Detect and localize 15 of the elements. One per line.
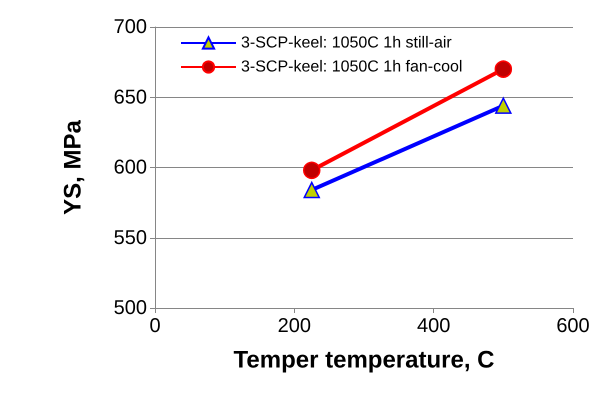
x-tick-label: 600: [556, 315, 590, 337]
x-axis-title: Temper temperature, C: [234, 346, 494, 374]
y-tick-label: 650: [114, 86, 147, 108]
legend-label: 3-SCP-keel: 1050C 1h fan-cool: [241, 58, 462, 76]
legend-label: 3-SCP-keel: 1050C 1h still-air: [241, 34, 452, 52]
y-tick-label: 500: [114, 297, 147, 319]
x-tick-label: 0: [149, 315, 161, 337]
point: [494, 60, 512, 78]
point: [303, 162, 320, 180]
y-tick-label: 600: [114, 156, 147, 178]
y-tick-label: 550: [114, 226, 147, 249]
x-tick-label: 200: [278, 315, 312, 337]
y-axis-title: YS, MPa: [60, 120, 86, 215]
x-tick-label: 400: [416, 315, 450, 337]
y-tick-label: 700: [114, 16, 147, 38]
